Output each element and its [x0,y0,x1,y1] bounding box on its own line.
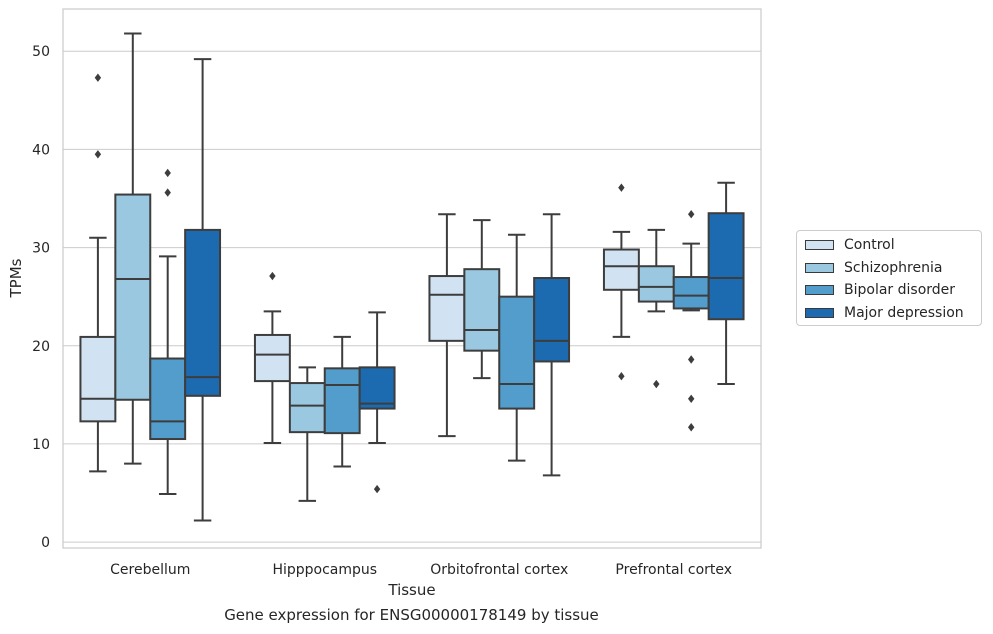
iqr-box [253,333,291,383]
iqr-box [707,212,745,321]
legend-swatch-major-depression [805,308,834,318]
outlier-point [688,394,695,403]
outlier-point [164,188,171,197]
legend-item-bipolar-disorder: Bipolar disorder [805,280,955,300]
outlier-point [688,423,695,432]
box-schizophrenia-prefrontal-cortex [637,228,675,389]
iqr-box [149,357,187,441]
legend-swatch-control [805,240,834,250]
x-tick-label: Hipppocampus [272,562,377,578]
boxes-layer [79,32,745,522]
iqr-box [114,193,152,401]
grid-lines [63,50,761,543]
x-tick-labels: Cerebellum Hipppocampus Orbitofrontal cort… [110,562,732,578]
box-bipolar-disorder-orbitofrontal-cortex [498,233,536,462]
y-tick-label: 40 [32,142,50,158]
iqr-box [672,276,710,310]
box-schizophrenia-cerebellum [114,32,152,465]
figure-caption: Gene expression for ENSG00000178149 by t… [224,606,599,624]
box-bipolar-disorder-hipppocampus [323,335,361,468]
legend-label-major-depression: Major depression [844,305,964,321]
y-tick-label: 10 [32,437,50,453]
x-tick-label: Prefrontal cortex [615,562,732,578]
box-control-orbitofrontal-cortex [428,213,466,438]
iqr-box [428,275,466,342]
iqr-box [358,366,396,410]
outlier-point [688,355,695,364]
iqr-box [79,335,117,423]
box-schizophrenia-orbitofrontal-cortex [463,219,501,380]
outlier-point [269,271,276,281]
box-bipolar-disorder-cerebellum [149,168,187,496]
outlier-point [94,73,102,82]
box-control-prefrontal-cortex [602,183,640,381]
iqr-box [323,367,361,435]
legend: Control Schizophrenia Bipolar disorder M… [796,230,982,326]
y-axis-title: TPMs [7,258,25,298]
legend-label-schizophrenia: Schizophrenia [844,260,943,276]
iqr-box [288,382,326,434]
box-schizophrenia-hipppocampus [288,366,326,502]
box-control-hipppocampus [253,271,291,444]
box-bipolar-disorder-prefrontal-cortex [672,209,710,432]
outlier-point [653,379,660,389]
box-control-cerebellum [79,73,117,473]
outlier-point [373,484,381,494]
y-tick-label: 30 [32,241,50,257]
box-major-depression-cerebellum [184,58,222,522]
y-tick-label: 20 [32,339,50,355]
y-tick-label: 50 [32,44,50,60]
y-tick-labels: 0 10 20 30 40 50 [32,44,50,551]
plot-area-frame [62,8,762,549]
outlier-point [618,183,625,192]
iqr-box [184,228,222,397]
x-axis-title: Tissue [387,581,435,599]
x-tick-label: Orbitofrontal cortex [430,562,568,578]
outlier-point [618,371,625,381]
legend-swatch-schizophrenia [805,263,834,273]
iqr-box [533,277,571,363]
legend-label-bipolar-disorder: Bipolar disorder [844,282,956,298]
y-tick-label: 0 [41,535,50,551]
box-major-depression-orbitofrontal-cortex [533,213,571,477]
iqr-box [498,295,536,410]
iqr-box [602,248,640,291]
outlier-point [164,168,171,178]
box-major-depression-prefrontal-cortex [707,181,745,386]
legend-item-control: Control [805,235,895,255]
legend-swatch-bipolar-disorder [805,285,834,295]
outlier-point [688,209,695,219]
legend-item-major-depression: Major depression [805,303,964,323]
x-tick-label: Cerebellum [110,562,190,578]
legend-item-schizophrenia: Schizophrenia [805,258,942,278]
box-major-depression-hipppocampus [358,311,396,494]
iqr-box [637,265,675,303]
legend-label-control: Control [844,237,895,253]
iqr-box [463,268,501,352]
outlier-point [94,150,102,159]
